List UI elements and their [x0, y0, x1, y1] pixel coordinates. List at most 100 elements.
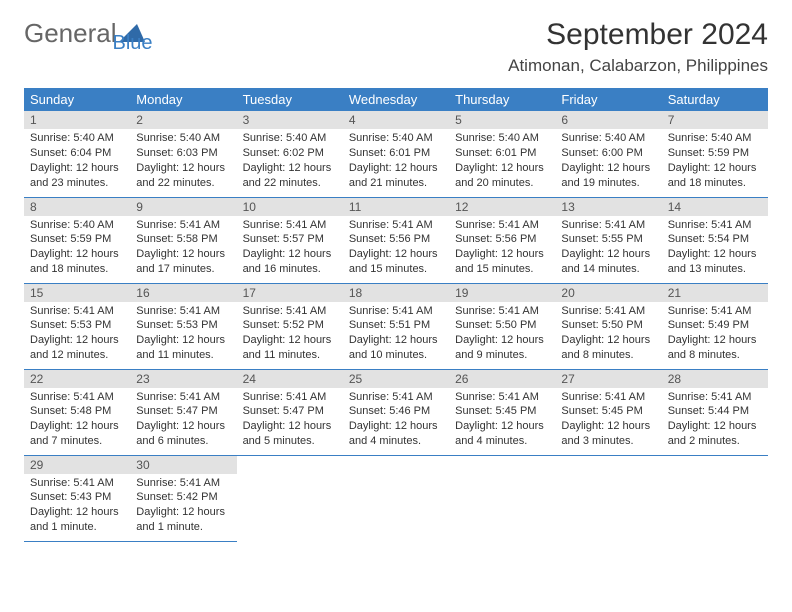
- sunset-text: Sunset: 5:47 PM: [243, 404, 337, 419]
- day-body: Sunrise: 5:41 AMSunset: 5:43 PMDaylight:…: [24, 474, 130, 539]
- calendar-cell: 26Sunrise: 5:41 AMSunset: 5:45 PMDayligh…: [449, 369, 555, 455]
- daylight-text: Daylight: 12 hours: [30, 247, 124, 262]
- sunrise-text: Sunrise: 5:41 AM: [455, 390, 549, 405]
- sunset-text: Sunset: 5:42 PM: [136, 490, 230, 505]
- sunset-text: Sunset: 6:01 PM: [455, 146, 549, 161]
- calendar-cell: 8Sunrise: 5:40 AMSunset: 5:59 PMDaylight…: [24, 197, 130, 283]
- day-number: 12: [449, 198, 555, 216]
- sunset-text: Sunset: 6:01 PM: [349, 146, 443, 161]
- daylight-text: Daylight: 12 hours: [136, 247, 230, 262]
- day-number: 9: [130, 198, 236, 216]
- logo-text-blue: Blue: [113, 32, 153, 55]
- calendar-body: 1Sunrise: 5:40 AMSunset: 6:04 PMDaylight…: [24, 111, 768, 541]
- sunrise-text: Sunrise: 5:41 AM: [668, 304, 762, 319]
- calendar-cell: 13Sunrise: 5:41 AMSunset: 5:55 PMDayligh…: [555, 197, 661, 283]
- day-number: 17: [237, 284, 343, 302]
- daylight-text: and 22 minutes.: [243, 176, 337, 191]
- calendar-week: 29Sunrise: 5:41 AMSunset: 5:43 PMDayligh…: [24, 455, 768, 541]
- daylight-text: Daylight: 12 hours: [349, 333, 443, 348]
- day-body: Sunrise: 5:40 AMSunset: 6:01 PMDaylight:…: [449, 129, 555, 194]
- calendar-table: SundayMondayTuesdayWednesdayThursdayFrid…: [24, 88, 768, 542]
- sunrise-text: Sunrise: 5:41 AM: [455, 304, 549, 319]
- day-body: Sunrise: 5:41 AMSunset: 5:54 PMDaylight:…: [662, 216, 768, 281]
- daylight-text: Daylight: 12 hours: [455, 419, 549, 434]
- sunrise-text: Sunrise: 5:40 AM: [243, 131, 337, 146]
- day-header-thursday: Thursday: [449, 88, 555, 111]
- calendar-cell: 20Sunrise: 5:41 AMSunset: 5:50 PMDayligh…: [555, 283, 661, 369]
- sunrise-text: Sunrise: 5:41 AM: [30, 476, 124, 491]
- day-body: Sunrise: 5:41 AMSunset: 5:56 PMDaylight:…: [343, 216, 449, 281]
- sunset-text: Sunset: 5:51 PM: [349, 318, 443, 333]
- day-number: 27: [555, 370, 661, 388]
- sunset-text: Sunset: 5:48 PM: [30, 404, 124, 419]
- daylight-text: Daylight: 12 hours: [561, 161, 655, 176]
- day-body: Sunrise: 5:41 AMSunset: 5:52 PMDaylight:…: [237, 302, 343, 367]
- day-body: Sunrise: 5:41 AMSunset: 5:47 PMDaylight:…: [237, 388, 343, 453]
- sunset-text: Sunset: 5:52 PM: [243, 318, 337, 333]
- day-number: 24: [237, 370, 343, 388]
- calendar-header-row: SundayMondayTuesdayWednesdayThursdayFrid…: [24, 88, 768, 111]
- sunrise-text: Sunrise: 5:40 AM: [455, 131, 549, 146]
- sunrise-text: Sunrise: 5:41 AM: [668, 390, 762, 405]
- sunrise-text: Sunrise: 5:41 AM: [349, 304, 443, 319]
- sunset-text: Sunset: 5:59 PM: [30, 232, 124, 247]
- day-body: Sunrise: 5:40 AMSunset: 5:59 PMDaylight:…: [24, 216, 130, 281]
- day-number: 28: [662, 370, 768, 388]
- day-body: Sunrise: 5:41 AMSunset: 5:50 PMDaylight:…: [555, 302, 661, 367]
- daylight-text: and 4 minutes.: [349, 434, 443, 449]
- calendar-cell: [555, 455, 661, 541]
- daylight-text: and 18 minutes.: [668, 176, 762, 191]
- sunrise-text: Sunrise: 5:41 AM: [136, 390, 230, 405]
- daylight-text: Daylight: 12 hours: [561, 419, 655, 434]
- daylight-text: and 8 minutes.: [668, 348, 762, 363]
- day-number: 10: [237, 198, 343, 216]
- day-number: 25: [343, 370, 449, 388]
- day-body: Sunrise: 5:41 AMSunset: 5:58 PMDaylight:…: [130, 216, 236, 281]
- daylight-text: and 1 minute.: [136, 520, 230, 535]
- daylight-text: and 1 minute.: [30, 520, 124, 535]
- daylight-text: Daylight: 12 hours: [668, 333, 762, 348]
- day-header-sunday: Sunday: [24, 88, 130, 111]
- day-number: 22: [24, 370, 130, 388]
- title-block: September 2024 Atimonan, Calabarzon, Phi…: [508, 18, 768, 76]
- day-header-friday: Friday: [555, 88, 661, 111]
- calendar-cell: 21Sunrise: 5:41 AMSunset: 5:49 PMDayligh…: [662, 283, 768, 369]
- day-number: 18: [343, 284, 449, 302]
- daylight-text: Daylight: 12 hours: [136, 505, 230, 520]
- daylight-text: Daylight: 12 hours: [349, 419, 443, 434]
- daylight-text: and 9 minutes.: [455, 348, 549, 363]
- sunrise-text: Sunrise: 5:40 AM: [30, 131, 124, 146]
- daylight-text: Daylight: 12 hours: [30, 419, 124, 434]
- daylight-text: Daylight: 12 hours: [30, 505, 124, 520]
- sunrise-text: Sunrise: 5:41 AM: [455, 218, 549, 233]
- sunrise-text: Sunrise: 5:40 AM: [30, 218, 124, 233]
- sunrise-text: Sunrise: 5:41 AM: [136, 304, 230, 319]
- sunset-text: Sunset: 5:50 PM: [455, 318, 549, 333]
- daylight-text: Daylight: 12 hours: [561, 333, 655, 348]
- daylight-text: and 20 minutes.: [455, 176, 549, 191]
- daylight-text: and 11 minutes.: [136, 348, 230, 363]
- sunset-text: Sunset: 6:02 PM: [243, 146, 337, 161]
- sunrise-text: Sunrise: 5:41 AM: [136, 218, 230, 233]
- day-number: 23: [130, 370, 236, 388]
- daylight-text: and 4 minutes.: [455, 434, 549, 449]
- daylight-text: and 14 minutes.: [561, 262, 655, 277]
- day-number: 16: [130, 284, 236, 302]
- day-body: Sunrise: 5:41 AMSunset: 5:46 PMDaylight:…: [343, 388, 449, 453]
- sunrise-text: Sunrise: 5:40 AM: [136, 131, 230, 146]
- day-number: 26: [449, 370, 555, 388]
- sunrise-text: Sunrise: 5:41 AM: [561, 218, 655, 233]
- calendar-cell: 27Sunrise: 5:41 AMSunset: 5:45 PMDayligh…: [555, 369, 661, 455]
- daylight-text: and 5 minutes.: [243, 434, 337, 449]
- calendar-cell: 24Sunrise: 5:41 AMSunset: 5:47 PMDayligh…: [237, 369, 343, 455]
- calendar-cell: 3Sunrise: 5:40 AMSunset: 6:02 PMDaylight…: [237, 111, 343, 197]
- sunset-text: Sunset: 6:00 PM: [561, 146, 655, 161]
- sunrise-text: Sunrise: 5:40 AM: [349, 131, 443, 146]
- calendar-cell: 7Sunrise: 5:40 AMSunset: 5:59 PMDaylight…: [662, 111, 768, 197]
- calendar-cell: 28Sunrise: 5:41 AMSunset: 5:44 PMDayligh…: [662, 369, 768, 455]
- daylight-text: Daylight: 12 hours: [136, 333, 230, 348]
- daylight-text: and 22 minutes.: [136, 176, 230, 191]
- sunset-text: Sunset: 5:43 PM: [30, 490, 124, 505]
- daylight-text: and 8 minutes.: [561, 348, 655, 363]
- calendar-cell: 10Sunrise: 5:41 AMSunset: 5:57 PMDayligh…: [237, 197, 343, 283]
